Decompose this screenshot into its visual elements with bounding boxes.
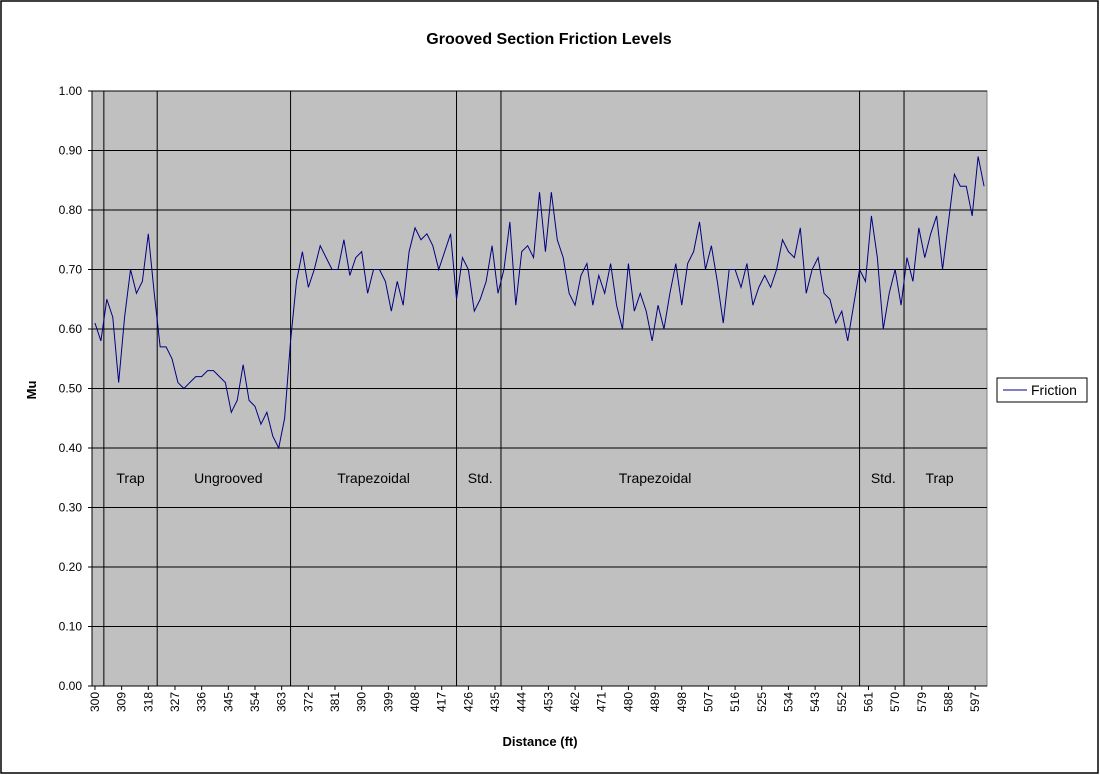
- x-tick-label: 597: [968, 692, 982, 712]
- x-tick-label: 489: [648, 692, 662, 712]
- x-tick-label: 399: [381, 692, 395, 712]
- x-tick-label: 363: [275, 692, 289, 712]
- x-tick-label: 408: [408, 692, 422, 712]
- y-tick-label: 0.30: [59, 501, 83, 515]
- x-tick-label: 435: [488, 692, 502, 712]
- x-tick-label: 534: [781, 692, 795, 712]
- x-tick-label: 354: [248, 692, 262, 712]
- y-tick-label: 0.90: [59, 144, 83, 158]
- section-label: Std.: [468, 470, 493, 486]
- x-tick-label: 507: [701, 692, 715, 712]
- x-tick-label: 525: [755, 692, 769, 712]
- y-tick-label: 0.10: [59, 620, 83, 634]
- y-tick-label: 1.00: [59, 84, 83, 98]
- section-label: Trap: [116, 470, 144, 486]
- section-label: Std.: [871, 470, 896, 486]
- x-tick-label: 390: [355, 692, 369, 712]
- chart-title: Grooved Section Friction Levels: [426, 31, 671, 48]
- x-tick-label: 381: [328, 692, 342, 712]
- y-tick-label: 0.50: [59, 382, 83, 396]
- y-tick-label: 0.40: [59, 441, 83, 455]
- x-tick-label: 462: [568, 692, 582, 712]
- y-axis-label: Mu: [24, 381, 39, 400]
- x-tick-label: 471: [595, 692, 609, 712]
- section-label: Trap: [925, 470, 953, 486]
- section-label: Ungrooved: [194, 470, 263, 486]
- x-tick-label: 588: [941, 692, 955, 712]
- x-tick-label: 417: [435, 692, 449, 712]
- x-tick-label: 426: [461, 692, 475, 712]
- y-tick-label: 0.80: [59, 203, 83, 217]
- x-tick-label: 543: [808, 692, 822, 712]
- x-tick-label: 318: [141, 692, 155, 712]
- x-tick-label: 372: [301, 692, 315, 712]
- y-tick-label: 0.00: [59, 679, 83, 693]
- section-label: Trapezoidal: [337, 470, 410, 486]
- x-tick-label: 552: [835, 692, 849, 712]
- y-tick-label: 0.60: [59, 322, 83, 336]
- section-label: Trapezoidal: [619, 470, 692, 486]
- x-tick-label: 561: [861, 692, 875, 712]
- y-tick-label: 0.20: [59, 560, 83, 574]
- series-line: [94, 156, 985, 450]
- x-tick-label: 480: [621, 692, 635, 712]
- x-tick-label: 345: [221, 692, 235, 712]
- x-axis-label: Distance (ft): [502, 734, 577, 749]
- x-tick-label: 444: [515, 692, 529, 712]
- legend-label: Friction: [1031, 382, 1077, 398]
- x-tick-label: 453: [541, 692, 555, 712]
- y-tick-label: 0.70: [59, 263, 83, 277]
- x-tick-label: 579: [915, 692, 929, 712]
- x-tick-label: 300: [88, 692, 102, 712]
- x-tick-label: 498: [675, 692, 689, 712]
- x-tick-label: 327: [168, 692, 182, 712]
- x-tick-label: 570: [888, 692, 902, 712]
- x-tick-label: 516: [728, 692, 742, 712]
- x-tick-label: 336: [195, 692, 209, 712]
- x-tick-label: 309: [115, 692, 129, 712]
